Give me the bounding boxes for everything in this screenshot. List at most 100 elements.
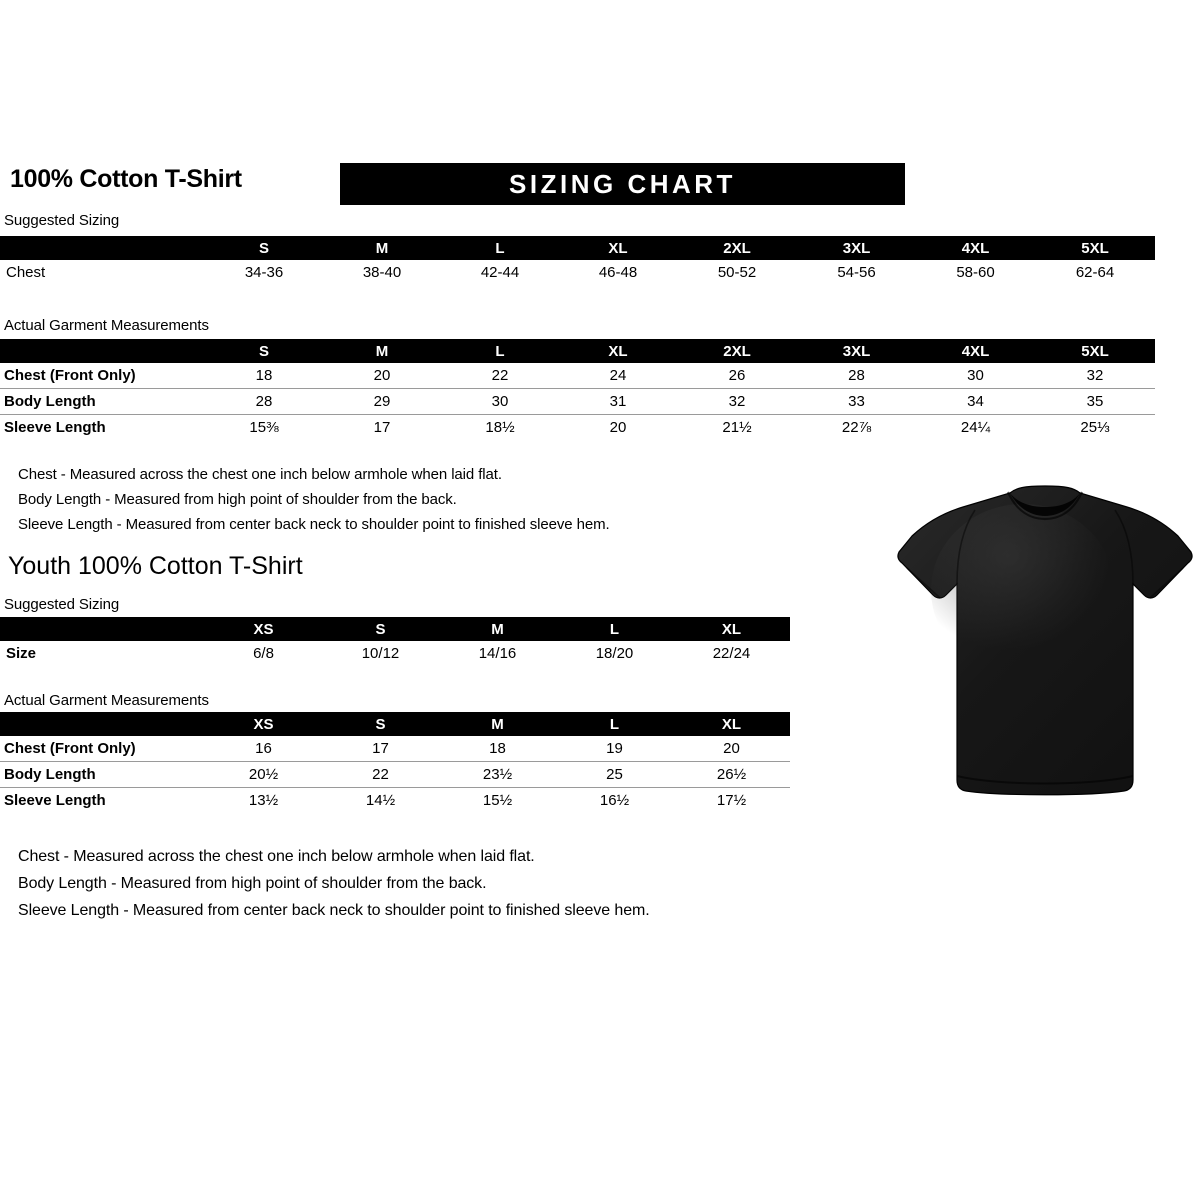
tshirt-right-sleeve-seam	[1114, 509, 1134, 585]
cell-chest-4xl: 58-60	[916, 260, 1035, 285]
row-label-body-length: Body Length	[0, 388, 205, 415]
note-sleeve-length: Sleeve Length - Measured from center bac…	[18, 902, 650, 919]
col-header-2xl: 2XL	[723, 342, 751, 360]
col-header-4xl: 4XL	[961, 239, 990, 257]
cell-bodylength-l: 30	[441, 388, 559, 415]
adult-header-row: 100% Cotton T-Shirt SIZING CHART	[10, 163, 1190, 207]
col-header-4xl: 4XL	[961, 342, 990, 360]
tshirt-neckline-stitch	[1006, 491, 1084, 521]
cell-bodylength-m: 23½	[439, 761, 556, 788]
col-header-m: M	[491, 715, 504, 733]
cell-sleevelength-xl: 17½	[673, 787, 790, 813]
note-body-length: Body Length - Measured from high point o…	[18, 491, 457, 508]
cell-sleevelength-l: 18½	[441, 414, 559, 440]
col-header-l: L	[495, 239, 505, 257]
table-row: Body Length 28 29 30 31 32 33 34 35	[0, 388, 1155, 415]
cell-sleevelength-m: 17	[323, 414, 441, 440]
col-header-xl: XL	[721, 715, 742, 733]
col-header-m: M	[375, 239, 389, 257]
youth-measurement-notes: Chest - Measured across the chest one in…	[18, 843, 650, 924]
cell-chest-l: 42-44	[441, 260, 559, 285]
cell-bodylength-s: 22	[322, 761, 439, 788]
cell-bodylength-l: 25	[556, 761, 673, 788]
cell-bodylength-xs: 20½	[205, 761, 322, 788]
row-label-chest: Chest	[0, 260, 205, 285]
cell-sleevelength-l: 16½	[556, 787, 673, 813]
sizing-chart-banner-text: SIZING CHART	[509, 168, 736, 199]
cell-chest-3xl: 54-56	[797, 260, 916, 285]
note-chest: Chest - Measured across the chest one in…	[18, 848, 535, 865]
youth-actual-measurements-table: XS S M L XL Chest (Front Only) 16 17 18 …	[0, 712, 790, 813]
cell-bodylength-s: 28	[205, 388, 323, 415]
note-sleeve-length: Sleeve Length - Measured from center bac…	[18, 516, 610, 533]
table-row: Body Length 20½ 22 23½ 25 26½	[0, 761, 790, 788]
col-header-xs: XS	[253, 715, 274, 733]
row-label-chest-front-only: Chest (Front Only)	[0, 363, 205, 389]
cell-chestfront-l: 19	[556, 736, 673, 762]
note-chest: Chest - Measured across the chest one in…	[18, 466, 502, 483]
cell-chestfront-s: 17	[322, 736, 439, 762]
youth-section-title: Youth 100% Cotton T-Shirt	[8, 552, 303, 580]
note-body-length: Body Length - Measured from high point o…	[18, 875, 487, 892]
col-header-l: L	[609, 620, 620, 638]
tshirt-bottom-hem	[956, 775, 1134, 785]
cell-chestfront-xl: 20	[673, 736, 790, 762]
col-header-xl: XL	[608, 342, 628, 360]
adult-suggested-sizing-label: Suggested Sizing	[4, 212, 120, 229]
cell-sleevelength-xs: 13½	[205, 787, 322, 813]
col-header-s: S	[258, 239, 269, 257]
cell-sleevelength-3xl: 22⅞	[797, 414, 916, 440]
cell-size-xl: 22/24	[673, 641, 790, 666]
tshirt-icon	[897, 485, 1193, 796]
cell-chestfront-s: 18	[205, 363, 323, 389]
col-header-3xl: 3XL	[842, 239, 871, 257]
header-corner	[0, 236, 205, 260]
col-header-l: L	[495, 342, 505, 360]
cell-bodylength-xl: 31	[559, 388, 677, 415]
cell-sleevelength-xl: 20	[559, 414, 677, 440]
cell-sleevelength-m: 15½	[439, 787, 556, 813]
tshirt-left-sleeve-seam	[956, 509, 976, 585]
cell-chest-xl: 46-48	[559, 260, 677, 285]
table-row: Sleeve Length 13½ 14½ 15½ 16½ 17½	[0, 787, 790, 813]
header-corner	[0, 339, 205, 363]
cell-bodylength-5xl: 35	[1035, 388, 1155, 415]
col-header-m: M	[375, 342, 389, 360]
youth-suggested-sizing-table: XS S M L XL Size 6/8 10/12 14/16 18/20 2…	[0, 617, 790, 666]
cell-chestfront-4xl: 30	[916, 363, 1035, 389]
header-corner	[0, 617, 205, 641]
row-label-size: Size	[0, 641, 205, 666]
cell-size-s: 10/12	[322, 641, 439, 666]
table-row: Chest 34-36 38-40 42-44 46-48 50-52 54-5…	[0, 260, 1155, 285]
table-row: Sleeve Length 15⅜ 17 18½ 20 21½ 22⅞ 24¼ …	[0, 414, 1155, 440]
black-tshirt-photo	[895, 480, 1195, 810]
cell-size-l: 18/20	[556, 641, 673, 666]
adult-actual-measurements-table: S M L XL 2XL 3XL 4XL 5XL Chest (Front On…	[0, 339, 1155, 440]
tshirt-left-cuff	[906, 567, 941, 599]
youth-suggested-sizing-label: Suggested Sizing	[4, 596, 120, 613]
col-header-xl: XL	[721, 620, 742, 638]
cell-chest-m: 38-40	[323, 260, 441, 285]
cell-sleevelength-5xl: 25⅓	[1035, 414, 1155, 440]
row-label-sleeve-length: Sleeve Length	[0, 787, 205, 813]
col-header-3xl: 3XL	[842, 342, 871, 360]
cell-sleevelength-s: 15⅜	[205, 414, 323, 440]
cell-chestfront-m: 18	[439, 736, 556, 762]
table-row: Size 6/8 10/12 14/16 18/20 22/24	[0, 641, 790, 666]
col-header-s: S	[375, 620, 386, 638]
cell-size-xs: 6/8	[205, 641, 322, 666]
cell-bodylength-4xl: 34	[916, 388, 1035, 415]
cell-bodylength-xl: 26½	[673, 761, 790, 788]
adult-suggested-sizing-table: S M L XL 2XL 3XL 4XL 5XL Chest 34-36 38-…	[0, 236, 1155, 285]
table-header-row: XS S M L XL	[0, 712, 790, 736]
adult-section-title: 100% Cotton T-Shirt	[10, 165, 242, 193]
cell-chestfront-2xl: 26	[677, 363, 797, 389]
cell-chestfront-xl: 24	[559, 363, 677, 389]
cell-chestfront-m: 20	[323, 363, 441, 389]
row-label-body-length: Body Length	[0, 761, 205, 788]
cell-chestfront-3xl: 28	[797, 363, 916, 389]
col-header-s: S	[375, 715, 386, 733]
cell-chestfront-5xl: 32	[1035, 363, 1155, 389]
col-header-xs: XS	[253, 620, 274, 638]
col-header-l: L	[609, 715, 620, 733]
